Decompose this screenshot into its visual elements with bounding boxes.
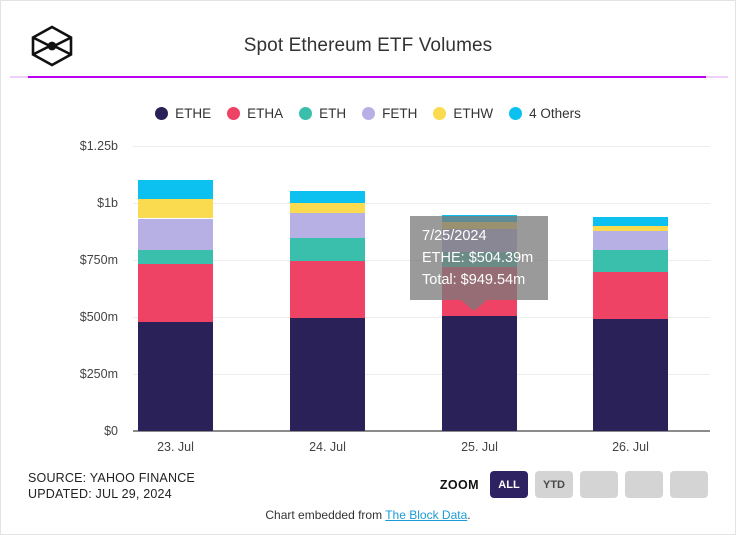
bar-segment-feth[interactable] (593, 231, 668, 251)
embed-prefix: Chart embedded from (265, 508, 386, 522)
tooltip-date: 7/25/2024 (422, 228, 487, 244)
bar-segment-ethe[interactable] (290, 318, 365, 431)
bar-segment-eth[interactable] (593, 250, 668, 273)
legend-item-4-others[interactable]: 4 Others (509, 106, 581, 121)
x-axis-tick-label: 25. Jul (461, 440, 498, 454)
gridline (133, 203, 710, 204)
y-axis-tick-label: $1b (97, 196, 118, 210)
bar-segment-feth[interactable] (290, 212, 365, 238)
y-axis-tick-label: $0 (104, 424, 118, 438)
bar-stack[interactable] (290, 0, 365, 535)
legend-item-label: 4 Others (529, 106, 581, 121)
bar-segment-feth[interactable] (138, 218, 213, 251)
x-axis-tick-label: 26. Jul (612, 440, 649, 454)
x-axis-tick-label: 23. Jul (157, 440, 194, 454)
the-block-data-link[interactable]: The Block Data (385, 508, 468, 522)
bar-segment-ethe[interactable] (138, 321, 213, 431)
legend-swatch-icon (509, 107, 523, 120)
legend-item-ethw[interactable]: ETHW (433, 106, 493, 121)
page-title: Spot Ethereum ETF Volumes (243, 35, 493, 56)
y-axis-tick-label: $500m (79, 310, 118, 324)
bar-segment-ethw[interactable] (593, 226, 668, 232)
zoom-label: ZOOM (439, 477, 479, 492)
y-axis-tick-label: $250m (79, 367, 118, 381)
y-axis-tick-label: $1.25b (79, 139, 118, 153)
source-info: SOURCE: YAHOO FINANCE UPDATED: JUL 29, 2… (28, 470, 195, 502)
legend-item-ethe[interactable]: ETHE (155, 106, 211, 121)
header-rule-right (706, 76, 728, 78)
embed-suffix: . (467, 508, 471, 522)
legend-item-etha[interactable]: ETHA (227, 106, 283, 121)
gridline (133, 146, 710, 147)
legend-swatch-icon (362, 107, 376, 120)
y-axis-tick-label: $750m (79, 253, 118, 267)
legend-item-eth[interactable]: ETH (299, 106, 346, 121)
legend-item-label: ETHA (247, 106, 284, 121)
updated-line: UPDATED: JUL 29, 2024 (28, 487, 172, 501)
zoom-button-option-5[interactable] (670, 471, 708, 498)
header-accent-rule (28, 76, 710, 78)
bar-segment-4-others[interactable] (593, 216, 668, 227)
bar-segment-ethw[interactable] (290, 202, 365, 213)
bar-segment-etha[interactable] (290, 260, 365, 319)
x-axis-line (133, 430, 710, 432)
the-block-cube-icon (28, 22, 76, 70)
zoom-button-all[interactable]: ALL (490, 471, 528, 498)
bar-stack[interactable] (593, 0, 668, 535)
legend-swatch-icon (299, 107, 313, 120)
bar-segment-ethe[interactable] (593, 318, 668, 431)
zoom-button-option-4[interactable] (625, 471, 663, 498)
header-rule-left (10, 76, 30, 78)
embed-credit: Chart embedded from The Block Data. (0, 508, 736, 522)
gridline (133, 374, 710, 375)
tooltip-total-value: Total: $949.54m (422, 272, 526, 288)
zoom-button-option-3[interactable] (580, 471, 618, 498)
tooltip-series-value: ETHE: $504.39m (422, 250, 534, 266)
source-line: SOURCE: YAHOO FINANCE (28, 471, 195, 485)
bar-segment-eth[interactable] (290, 237, 365, 261)
bar-segment-4-others[interactable] (290, 191, 365, 203)
bar-segment-ethw[interactable] (138, 199, 213, 219)
bar-segment-etha[interactable] (138, 264, 213, 322)
chart-legend: ETHE ETHA ETH FETH ETHW 4 Others (0, 106, 736, 121)
x-axis-tick-label: 24. Jul (309, 440, 346, 454)
gridline (133, 317, 710, 318)
legend-swatch-icon (433, 107, 447, 120)
zoom-range-controls: ZOOM ALL YTD (440, 471, 708, 498)
chart-tooltip: 7/25/2024 ETHE: $504.39m Total: $949.54m (410, 216, 548, 311)
legend-swatch-icon (227, 107, 241, 120)
legend-item-feth[interactable]: FETH (362, 106, 417, 121)
zoom-button-ytd[interactable]: YTD (535, 471, 573, 498)
bar-segment-etha[interactable] (593, 272, 668, 319)
chart-header: Spot Ethereum ETF Volumes (0, 0, 736, 78)
legend-item-label: ETHW (453, 106, 494, 121)
legend-item-label: ETHE (175, 106, 212, 121)
bar-segment-ethe[interactable] (442, 315, 517, 431)
legend-swatch-icon (155, 107, 169, 120)
legend-item-label: FETH (382, 106, 418, 121)
bar-segment-4-others[interactable] (138, 180, 213, 200)
bar-stack[interactable] (138, 0, 213, 535)
tooltip-arrow-icon (461, 300, 487, 311)
legend-item-label: ETH (319, 106, 347, 121)
bar-segment-eth[interactable] (138, 250, 213, 265)
